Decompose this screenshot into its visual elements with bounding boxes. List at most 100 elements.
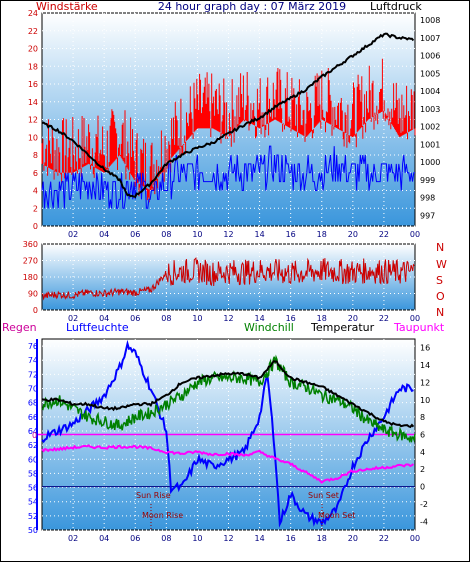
humidity-tick-label: 52 bbox=[28, 512, 38, 521]
temperature-series bbox=[41, 360, 415, 429]
wind-speed-series bbox=[41, 58, 416, 203]
wind-tick-label: 8 bbox=[33, 151, 38, 160]
wind-tick-label: 14 bbox=[28, 98, 38, 107]
wind-tick-label: 0 bbox=[33, 222, 38, 231]
hour-tick-label: 00 bbox=[410, 534, 420, 543]
direction-tick-label: 0 bbox=[33, 306, 38, 315]
hour-tick-label: 14 bbox=[254, 314, 264, 323]
legend-luftfeuchte: Luftfeuchte bbox=[66, 321, 129, 334]
hour-tick-label: 04 bbox=[99, 534, 109, 543]
legend-taupunkt: Taupunkt bbox=[393, 321, 445, 334]
temperature-tick-label: -2 bbox=[420, 500, 428, 509]
wind-tick-label: 10 bbox=[28, 133, 38, 142]
humidity-tick-label: 58 bbox=[28, 469, 38, 478]
hour-tick-label: 06 bbox=[130, 314, 140, 323]
humidity-tick-label: 72 bbox=[28, 370, 38, 379]
hour-tick-label: 14 bbox=[254, 230, 264, 239]
humidity-tick-label: 70 bbox=[28, 385, 38, 394]
hour-tick-label: 08 bbox=[161, 314, 171, 323]
hour-tick-label: 20 bbox=[348, 534, 358, 543]
pressure-tick-label: 1007 bbox=[420, 34, 440, 43]
humidity-tick-label: 62 bbox=[28, 441, 38, 450]
pressure-tick-label: 1005 bbox=[420, 69, 440, 78]
hour-tick-label: 18 bbox=[317, 230, 327, 239]
hour-tick-label: 22 bbox=[379, 534, 389, 543]
pressure-tick-label: 1004 bbox=[420, 87, 440, 96]
pressure-tick-label: 1006 bbox=[420, 52, 440, 61]
pressure-tick-label: 999 bbox=[420, 176, 435, 185]
wind-tick-label: 20 bbox=[28, 45, 38, 54]
humidity-tick-label: 68 bbox=[28, 399, 38, 408]
hour-tick-label: 20 bbox=[348, 230, 358, 239]
pressure-tick-label: 1001 bbox=[420, 140, 440, 149]
hour-tick-label: 22 bbox=[379, 230, 389, 239]
temperature-tick-label: 16 bbox=[420, 344, 430, 353]
hour-tick-label: 16 bbox=[286, 314, 296, 323]
legend-windchill: Windchill bbox=[244, 321, 294, 334]
hour-tick-label: 10 bbox=[192, 314, 202, 323]
temperature-tick-label: 4 bbox=[420, 448, 425, 457]
windchill-series bbox=[41, 354, 416, 444]
hour-tick-label: 04 bbox=[99, 314, 109, 323]
sun-rise-label: Sun Rise bbox=[136, 491, 171, 500]
pressure-tick-label: 1008 bbox=[420, 16, 440, 25]
hour-tick-label: 16 bbox=[286, 534, 296, 543]
humidity-tick-label: 56 bbox=[28, 484, 38, 493]
hour-tick-label: 06 bbox=[130, 534, 140, 543]
wind-tick-label: 18 bbox=[28, 62, 38, 71]
pressure-tick-label: 998 bbox=[420, 194, 435, 203]
hour-tick-label: 10 bbox=[192, 230, 202, 239]
wind-tick-label: 16 bbox=[28, 80, 38, 89]
zero-marker-label: 0 bbox=[32, 431, 37, 440]
pressure-tick-label: 997 bbox=[420, 211, 435, 220]
hour-tick-label: 02 bbox=[68, 230, 78, 239]
pressure-tick-label: 1000 bbox=[420, 158, 440, 167]
temperature-tick-label: -4 bbox=[420, 517, 428, 526]
direction-letter-n-bottom: N bbox=[436, 306, 444, 319]
temperature-tick-label: 14 bbox=[420, 361, 430, 370]
hour-tick-label: 12 bbox=[223, 230, 233, 239]
direction-letter-s: S bbox=[436, 274, 443, 287]
temperature-tick-label: 2 bbox=[420, 465, 425, 474]
header-right-label: Luftdruck bbox=[370, 0, 422, 13]
humidity-tick-label: 50 bbox=[28, 526, 38, 535]
legend-temperatur: Temperatur bbox=[310, 321, 375, 334]
legend-regen: Regen bbox=[2, 321, 37, 334]
humidity-tick-label: 76 bbox=[28, 342, 38, 351]
wind-direction-series bbox=[41, 257, 415, 301]
temperature-tick-label: 12 bbox=[420, 378, 430, 387]
temperature-tick-label: 10 bbox=[420, 396, 430, 405]
wind-tick-label: 12 bbox=[28, 116, 38, 125]
direction-letter-n-top: N bbox=[436, 241, 444, 254]
hour-tick-label: 02 bbox=[68, 534, 78, 543]
direction-letter-o: O bbox=[436, 290, 445, 303]
hour-tick-label: 12 bbox=[223, 314, 233, 323]
gust-series bbox=[41, 145, 415, 209]
hour-tick-label: 16 bbox=[286, 230, 296, 239]
dewpoint-series bbox=[41, 444, 415, 484]
moon-set-label: Moon Set bbox=[318, 511, 355, 520]
temperature-tick-label: 0 bbox=[420, 483, 425, 492]
direction-tick-label: 270 bbox=[23, 257, 38, 266]
wind-tick-label: 2 bbox=[33, 204, 38, 213]
wind-tick-label: 24 bbox=[28, 9, 38, 18]
moon-rise-label: Moon Rise bbox=[142, 511, 183, 520]
hour-tick-label: 18 bbox=[317, 534, 327, 543]
hour-tick-label: 12 bbox=[223, 534, 233, 543]
temperature-tick-label: 8 bbox=[420, 413, 425, 422]
humidity-tick-label: 54 bbox=[28, 498, 38, 507]
sun-set-label: Sun Set bbox=[308, 491, 339, 500]
hour-tick-label: 06 bbox=[130, 230, 140, 239]
wind-tick-label: 4 bbox=[33, 187, 38, 196]
wind-tick-label: 6 bbox=[33, 169, 38, 178]
pressure-series bbox=[41, 32, 415, 199]
hour-tick-label: 22 bbox=[379, 314, 389, 323]
wind-tick-label: 22 bbox=[28, 27, 38, 36]
hour-tick-label: 02 bbox=[68, 314, 78, 323]
hour-tick-label: 00 bbox=[410, 230, 420, 239]
pressure-tick-label: 1002 bbox=[420, 123, 440, 132]
pressure-tick-label: 1003 bbox=[420, 105, 440, 114]
humidity-tick-label: 64 bbox=[28, 427, 38, 436]
